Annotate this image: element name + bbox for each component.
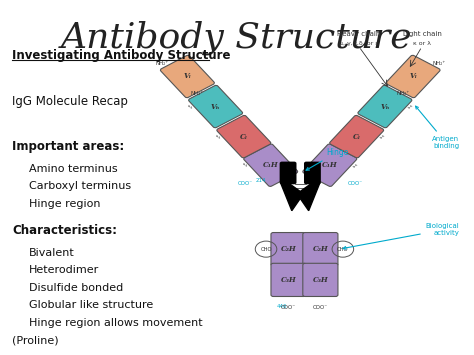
Text: Carboxyl terminus: Carboxyl terminus	[28, 181, 131, 191]
FancyBboxPatch shape	[160, 55, 214, 98]
Text: s-s: s-s	[379, 133, 386, 140]
Text: Vₕ: Vₕ	[380, 103, 390, 110]
Text: COO⁻: COO⁻	[313, 305, 328, 310]
Text: Light chain: Light chain	[402, 31, 441, 37]
Text: 446: 446	[276, 304, 287, 308]
FancyBboxPatch shape	[304, 162, 321, 184]
Text: CHO: CHO	[260, 247, 272, 252]
FancyBboxPatch shape	[217, 115, 271, 158]
Text: Investigating Antibody Structure: Investigating Antibody Structure	[12, 49, 231, 62]
FancyBboxPatch shape	[329, 115, 383, 158]
Text: (Proline): (Proline)	[12, 335, 59, 345]
Text: Hinge region allows movement: Hinge region allows movement	[28, 318, 202, 328]
Text: Heavy chain: Heavy chain	[337, 31, 381, 37]
FancyBboxPatch shape	[303, 144, 357, 186]
Text: Antigen
binding: Antigen binding	[416, 106, 459, 149]
FancyBboxPatch shape	[244, 144, 298, 186]
Text: C₃H: C₃H	[281, 276, 296, 284]
FancyBboxPatch shape	[189, 85, 243, 128]
Text: NH₂⁺: NH₂⁺	[432, 61, 446, 66]
Text: COO⁻: COO⁻	[237, 181, 253, 186]
Text: Vₗ: Vₗ	[183, 72, 191, 81]
Text: C₃H: C₃H	[312, 276, 328, 284]
Text: C₂H: C₂H	[281, 245, 296, 253]
Text: C₁H: C₁H	[263, 161, 279, 169]
Text: s-s: s-s	[352, 162, 359, 169]
Text: Vₕ: Vₕ	[211, 103, 220, 110]
Text: Important areas:: Important areas:	[12, 140, 124, 153]
Text: NH₂⁺: NH₂⁺	[190, 91, 203, 96]
Text: Hinge: Hinge	[306, 148, 348, 170]
Text: COO⁻: COO⁻	[281, 305, 296, 310]
Text: s-s: s-s	[215, 133, 221, 140]
Text: Biological
activity: Biological activity	[343, 223, 459, 249]
Text: NH₂⁺: NH₂⁺	[155, 61, 168, 66]
Text: 214: 214	[255, 179, 265, 184]
FancyBboxPatch shape	[303, 263, 338, 296]
FancyBboxPatch shape	[271, 233, 306, 266]
Text: Cₗ: Cₗ	[240, 133, 248, 141]
FancyBboxPatch shape	[271, 263, 306, 296]
Text: s-s: s-s	[407, 103, 414, 110]
Text: Characteristics:: Characteristics:	[12, 224, 117, 237]
Text: κ or λ: κ or λ	[413, 42, 431, 47]
Text: Antibody Structure: Antibody Structure	[61, 20, 413, 55]
FancyBboxPatch shape	[358, 85, 412, 128]
Text: Vₗ: Vₗ	[409, 72, 417, 81]
Text: Heterodimer: Heterodimer	[28, 265, 99, 275]
Text: s-s: s-s	[241, 162, 248, 169]
Text: IgG Molecule Recap: IgG Molecule Recap	[12, 95, 128, 108]
FancyBboxPatch shape	[386, 55, 440, 98]
Text: NH₂⁺: NH₂⁺	[397, 91, 410, 96]
Text: Bivalent: Bivalent	[28, 248, 74, 258]
Text: Hinge region: Hinge region	[28, 199, 100, 209]
Text: COO⁻: COO⁻	[348, 181, 363, 186]
Polygon shape	[281, 183, 320, 211]
Text: μ, γ,α,δ, or ε: μ, γ,α,δ, or ε	[339, 42, 379, 47]
FancyBboxPatch shape	[280, 162, 297, 184]
Text: Disulfide bonded: Disulfide bonded	[28, 283, 123, 293]
Text: Cₗ: Cₗ	[353, 133, 361, 141]
Text: C₂H: C₂H	[312, 245, 328, 253]
Text: Globular like structure: Globular like structure	[28, 300, 153, 310]
Text: Amino terminus: Amino terminus	[28, 164, 117, 174]
FancyBboxPatch shape	[303, 233, 338, 266]
Text: C₁H: C₁H	[322, 161, 337, 169]
Text: s-s: s-s	[186, 103, 193, 110]
Text: CHO: CHO	[337, 247, 348, 252]
